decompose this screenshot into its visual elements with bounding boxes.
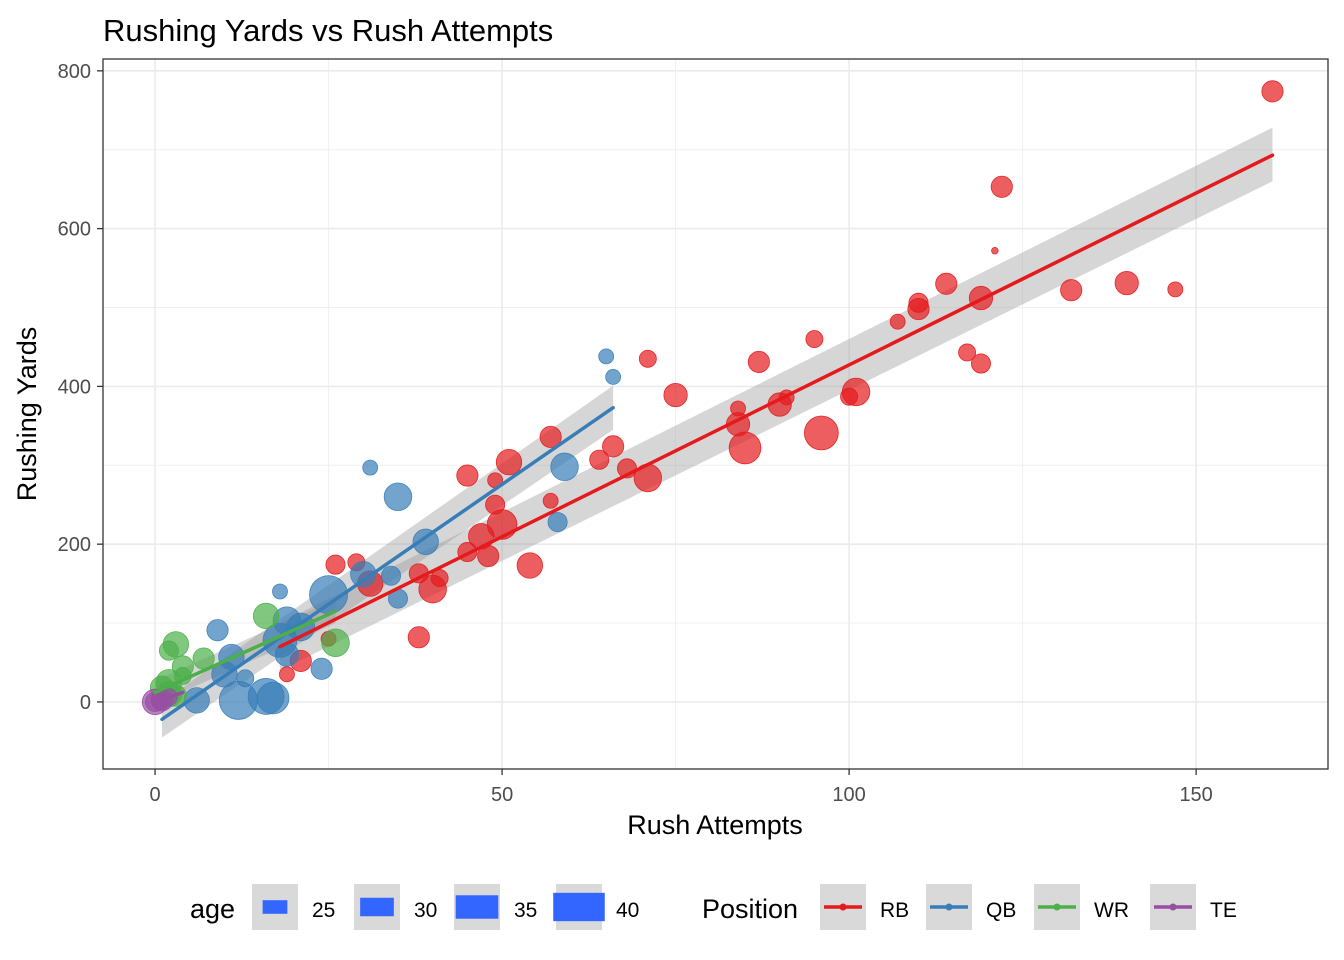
- data-point-qb: [310, 657, 333, 680]
- y-tick-label: 200: [58, 534, 91, 556]
- data-point-rb: [803, 415, 839, 451]
- data-point-rb: [638, 349, 657, 368]
- fit-line-wr: [153, 609, 338, 695]
- fit-lines: [153, 153, 1275, 722]
- data-point-rb: [456, 464, 479, 487]
- x-axis: 0 50 100 150: [149, 769, 1213, 806]
- data-point-wr: [321, 628, 350, 657]
- y-tick-label: 800: [58, 61, 91, 83]
- color-legend-key-point: [945, 903, 953, 911]
- data-point-rb: [542, 492, 559, 509]
- fit-line-rb: [278, 153, 1275, 649]
- y-tick-label: 400: [58, 376, 91, 398]
- data-point-rb: [935, 272, 958, 295]
- x-tick-label: 150: [1179, 784, 1212, 806]
- x-axis-title: Rush Attempts: [627, 810, 803, 840]
- data-point-wr: [158, 640, 179, 661]
- data-point-rb: [805, 330, 824, 349]
- data-point-rb: [970, 353, 991, 374]
- color-legend-title: Position: [702, 894, 798, 924]
- color-legend-key-point: [1053, 903, 1061, 911]
- data-point-rb: [325, 554, 346, 575]
- x-tick-label: 100: [832, 784, 865, 806]
- data-point-rb: [991, 246, 999, 255]
- data-point-rb: [990, 175, 1013, 198]
- color-legend-key-point: [1169, 903, 1177, 911]
- size-legend-label: 30: [414, 899, 437, 922]
- data-point-rb: [958, 343, 977, 362]
- size-legend-title: age: [190, 894, 235, 924]
- x-tick-label: 0: [149, 784, 160, 806]
- y-axis-title: Rushing Yards: [12, 327, 42, 502]
- chart-title: Rushing Yards vs Rush Attempts: [103, 13, 553, 48]
- data-point-rb: [1114, 270, 1139, 296]
- data-point-qb: [350, 560, 377, 588]
- data-point-rb: [747, 350, 770, 373]
- color-legend-label: TE: [1210, 899, 1237, 922]
- data-point-rb: [516, 552, 543, 579]
- size-legend-label: 25: [312, 899, 335, 922]
- data-point-rb: [279, 666, 295, 683]
- data-point-rb: [907, 298, 930, 321]
- data-point-rb: [663, 382, 688, 408]
- data-points: [141, 80, 1284, 720]
- y-tick-label: 600: [58, 219, 91, 241]
- panel-border: [102, 58, 1329, 770]
- fit-line-qb: [160, 405, 615, 722]
- data-point-rb: [889, 313, 906, 330]
- data-point-qb: [272, 583, 288, 600]
- color-legend-key-point: [839, 903, 847, 911]
- data-point-rb: [539, 425, 562, 448]
- data-point-rb: [602, 435, 625, 458]
- panel-background: [103, 59, 1328, 769]
- data-point-rb: [407, 626, 430, 649]
- data-point-wr: [252, 602, 280, 630]
- size-legend-key: [455, 895, 499, 919]
- data-point-qb: [605, 369, 622, 385]
- size-legend-label: 35: [514, 899, 537, 922]
- color-legend: Position RB QB WR TE: [702, 884, 1237, 930]
- data-point-qb: [206, 619, 229, 642]
- y-axis: 0 200 400 600 800: [58, 61, 103, 714]
- data-point-qb: [412, 528, 439, 555]
- data-point-rb: [1060, 279, 1083, 302]
- data-point-qb: [550, 452, 579, 482]
- data-point-rb: [840, 387, 859, 406]
- grid-lines: [103, 59, 1328, 769]
- size-legend: age 25 30 35 40: [190, 884, 639, 930]
- plot-panel: [102, 58, 1329, 770]
- size-legend-label: 40: [616, 899, 639, 922]
- fit-line-te: [153, 690, 185, 704]
- data-point-rb: [1261, 80, 1284, 103]
- data-point-qb: [598, 348, 615, 365]
- data-point-qb: [383, 482, 413, 512]
- data-point-qb: [381, 565, 402, 586]
- data-point-qb: [218, 680, 258, 720]
- data-point-qb: [256, 681, 290, 715]
- data-point-rb: [1167, 281, 1184, 298]
- x-tick-label: 50: [491, 784, 513, 806]
- color-legend-label: RB: [880, 899, 909, 922]
- data-point-qb: [362, 459, 379, 476]
- size-legend-key: [360, 897, 394, 917]
- data-point-rb: [495, 448, 523, 476]
- data-point-rb: [728, 431, 762, 465]
- color-legend-label: WR: [1094, 899, 1129, 922]
- y-tick-label: 0: [80, 692, 91, 714]
- data-point-rb: [589, 449, 610, 470]
- size-legend-key: [262, 900, 288, 914]
- data-point-qb: [547, 512, 568, 533]
- size-legend-key: [553, 892, 605, 922]
- color-legend-label: QB: [986, 899, 1016, 922]
- data-point-rb: [418, 574, 447, 604]
